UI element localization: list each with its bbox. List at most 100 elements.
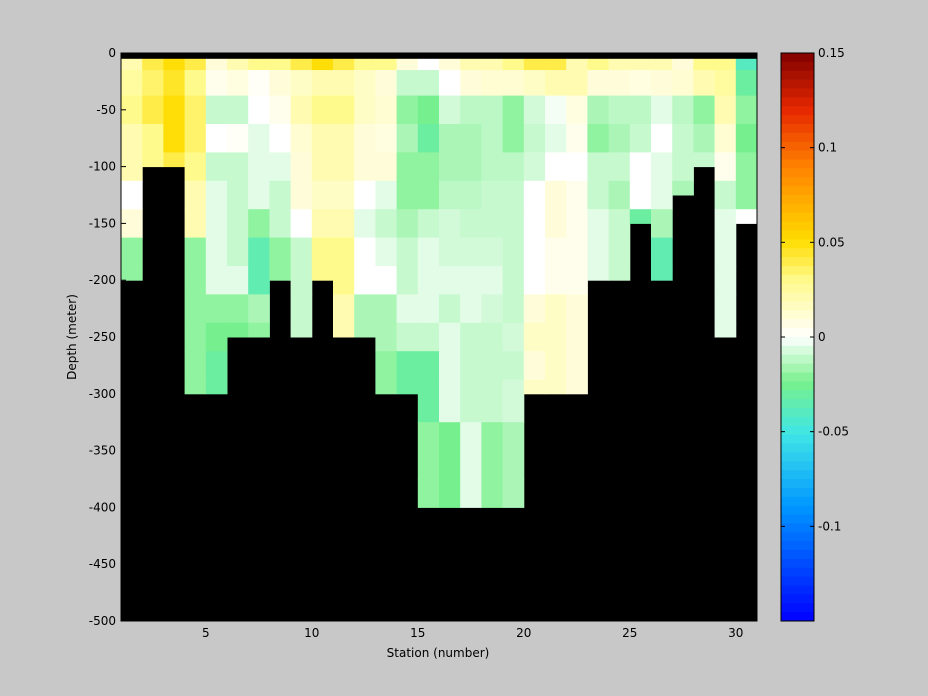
colorbar-segment — [781, 567, 814, 578]
colorbar-segment — [781, 381, 814, 391]
heatmap-cell — [184, 294, 207, 324]
colorbar-segment — [781, 97, 814, 107]
heatmap-cell — [460, 70, 482, 97]
colorbar-tick-label: -0.1 — [818, 519, 841, 533]
heatmap-cell — [481, 209, 504, 239]
colorbar-segment — [781, 452, 814, 462]
heatmap-cell — [672, 70, 694, 97]
heatmap-cell — [502, 351, 525, 381]
heatmap-cell — [439, 379, 461, 423]
x-tick-label: 30 — [728, 626, 743, 640]
heatmap-cell — [545, 266, 567, 295]
heatmap-cell — [121, 124, 143, 153]
heatmap-cell — [502, 479, 525, 508]
heatmap-cell — [354, 237, 376, 267]
heatmap-cell — [184, 124, 207, 153]
heatmap-cell — [205, 152, 228, 182]
heatmap-cell — [651, 95, 673, 125]
heatmap-cell — [121, 152, 143, 182]
heatmap-cell — [396, 237, 419, 267]
heatmap-cell — [714, 294, 737, 324]
heatmap-cell — [545, 95, 567, 125]
colorbar-segment — [781, 274, 814, 285]
heatmap-cell — [184, 351, 207, 381]
heatmap-cell — [290, 266, 313, 295]
colorbar-segment — [781, 328, 814, 338]
heatmap-cell — [439, 294, 461, 324]
heatmap-cell — [439, 58, 461, 71]
heatmap-cell — [651, 209, 673, 239]
heatmap-cell — [523, 58, 546, 71]
heatmap-cell — [545, 58, 567, 71]
heatmap-cell — [502, 95, 525, 125]
heatmap-cell — [354, 95, 376, 125]
colorbar-segment — [781, 425, 814, 436]
heatmap-cell — [205, 180, 228, 210]
colorbar-segment — [781, 399, 814, 409]
heatmap-cell — [566, 266, 588, 295]
heatmap-cell — [290, 124, 313, 153]
heatmap-cell — [714, 266, 737, 295]
x-axis-label: Station (number) — [387, 646, 490, 660]
heatmap-cell — [735, 95, 758, 125]
heatmap-cell — [163, 124, 186, 153]
heatmap-cell — [290, 95, 313, 125]
heatmap-cell — [333, 209, 355, 239]
heatmap-cell — [502, 422, 525, 480]
heatmap-cell — [227, 124, 249, 153]
colorbar-segment — [781, 505, 814, 515]
colorbar-segment — [781, 124, 814, 134]
heatmap-cell — [121, 180, 143, 210]
colorbar-segment — [781, 150, 814, 160]
heatmap-cell — [269, 152, 292, 182]
colorbar-segment — [781, 177, 814, 187]
heatmap-cell — [184, 152, 207, 182]
heatmap-cell — [439, 180, 461, 210]
heatmap-cell — [354, 152, 376, 182]
heatmap-cell — [163, 58, 186, 71]
colorbar-segment — [781, 541, 814, 551]
heatmap-cell — [460, 422, 482, 480]
heatmap-cell — [587, 152, 610, 182]
heatmap-cell — [481, 180, 504, 210]
heatmap-cell — [375, 209, 398, 239]
heatmap-cell — [354, 266, 376, 295]
heatmap-cell — [523, 180, 546, 210]
heatmap-cell — [375, 70, 398, 97]
colorbar-segment — [781, 612, 814, 622]
colorbar-segment — [781, 266, 814, 276]
heatmap-cell — [672, 124, 694, 153]
heatmap-cell — [651, 266, 673, 281]
heatmap-cell — [608, 209, 631, 239]
heatmap-cell — [417, 152, 440, 182]
heatmap-cell — [502, 209, 525, 239]
heatmap-cell — [714, 180, 737, 210]
heatmap-cell — [460, 209, 482, 239]
heatmap-cell — [693, 124, 716, 153]
y-tick-label: -250 — [89, 330, 116, 344]
heatmap-cell — [439, 266, 461, 295]
colorbar-segment — [781, 576, 814, 586]
y-tick-label: -500 — [89, 614, 116, 628]
heatmap-cell — [460, 237, 482, 267]
heatmap-cell — [290, 70, 313, 97]
heatmap-cell — [227, 266, 249, 295]
heatmap-cell — [439, 95, 461, 125]
heatmap-cell — [587, 266, 610, 281]
heatmap-cell — [608, 70, 631, 97]
colorbar-segment — [781, 363, 814, 373]
heatmap-cell — [502, 294, 525, 324]
heatmap-cell — [269, 124, 292, 153]
heatmap-cell — [396, 294, 419, 324]
heatmap-cell — [481, 70, 504, 97]
heatmap-cell — [502, 322, 525, 352]
colorbar-ticks: 0.15 0.1 0.05 0 -0.05 -0.1 — [781, 46, 849, 533]
heatmap-cell — [439, 351, 461, 381]
heatmap-cell — [545, 124, 567, 153]
heatmap-cell — [248, 322, 270, 338]
heatmap-cell — [566, 95, 588, 125]
colorbar-segment — [781, 523, 814, 533]
heatmap-cell — [269, 209, 292, 239]
colorbar-segment — [781, 337, 814, 347]
heatmap-cell — [566, 180, 588, 210]
